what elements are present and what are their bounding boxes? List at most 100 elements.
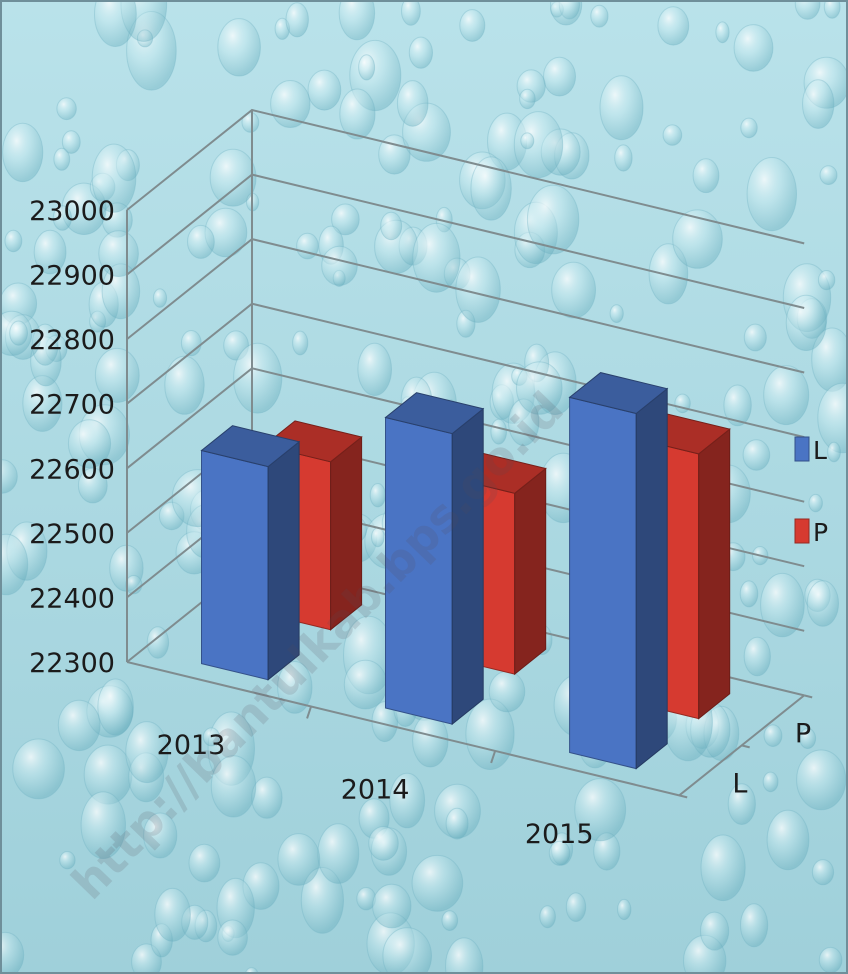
water-drop (408, 36, 433, 69)
y-tick-label: 22500 (29, 519, 115, 550)
water-drop (811, 859, 835, 886)
water-drop (762, 771, 779, 793)
water-drop (331, 203, 360, 236)
water-drop (67, 419, 112, 469)
depth-axis-ticks: LP (732, 718, 811, 799)
water-drop (77, 467, 108, 504)
legend-swatch (794, 518, 810, 544)
water-drop (700, 834, 746, 902)
water-drop (743, 636, 771, 677)
y-tick-label: 22300 (29, 648, 115, 679)
bar-front-face (201, 449, 269, 681)
water-drop (285, 2, 309, 38)
water-drop (91, 143, 137, 213)
water-drop (609, 304, 624, 324)
water-drop (551, 261, 596, 319)
water-drop (760, 572, 805, 638)
water-drop (488, 670, 526, 713)
water-drop (202, 727, 220, 747)
water-drop (396, 80, 429, 127)
x-tick-label: 2015 (525, 819, 594, 850)
water-drop (819, 165, 838, 186)
water-drop (802, 79, 835, 129)
water-drop (543, 56, 576, 97)
water-drop (321, 245, 358, 286)
bar-side-face (698, 428, 731, 720)
y-tick-label: 22700 (29, 390, 115, 421)
water-drop (251, 776, 283, 819)
water-drop (98, 230, 139, 278)
water-drop (52, 205, 73, 231)
water-drop (723, 384, 752, 427)
water-drop (210, 755, 257, 818)
bar-top-face (384, 392, 485, 435)
water-drop (799, 728, 817, 749)
water-drop (154, 887, 191, 942)
water-drop (2, 459, 18, 494)
water-drop (97, 678, 134, 736)
z-tick-label: P (795, 718, 811, 749)
y-tick-label: 23000 (29, 196, 115, 227)
water-drop (343, 659, 388, 710)
water-drop (380, 211, 403, 241)
water-drop (794, 2, 821, 20)
water-drop (455, 256, 501, 323)
water-drop (4, 229, 23, 253)
water-drop (411, 854, 464, 912)
water-drop (817, 382, 846, 454)
water-drop (188, 843, 221, 883)
water-drop (617, 898, 632, 921)
bar-L-2015 (568, 372, 669, 770)
x-tick-label: 2014 (341, 775, 410, 806)
water-drop (382, 927, 432, 972)
water-drop (187, 224, 215, 259)
water-drop (692, 158, 720, 194)
water-drop (513, 111, 564, 179)
water-drop (519, 88, 536, 110)
y-tick-label: 22900 (29, 261, 115, 292)
water-drop (459, 9, 486, 42)
water-drop (2, 931, 25, 972)
water-drop (338, 2, 376, 41)
water-drop (490, 418, 508, 445)
water-drop (796, 749, 846, 811)
water-drop (590, 4, 609, 28)
legend: LP (794, 436, 828, 547)
z-tick-mark (678, 794, 688, 799)
water-drop (763, 365, 810, 426)
water-drop (740, 117, 758, 139)
water-drop (657, 6, 690, 46)
y-axis-ticks: 22300 22400 22500 22600 22700 22800 22900 23000 (29, 196, 115, 679)
water-drop (56, 97, 77, 121)
water-drop (470, 156, 512, 221)
z-tick-mark (741, 744, 750, 749)
water-drop (727, 783, 756, 825)
water-drop (9, 320, 28, 346)
y-tick-label: 22600 (29, 454, 115, 485)
water-drop (548, 840, 571, 866)
bar-L-2014 (384, 392, 485, 726)
water-drop (412, 714, 449, 768)
water-drop (733, 24, 774, 72)
bar-top-face (200, 425, 301, 468)
water-drop (296, 232, 319, 260)
x-axis-ticks: 2013 2014 2015 (157, 730, 594, 850)
water-drop (763, 724, 783, 748)
water-drop (766, 809, 810, 871)
water-drop (339, 88, 376, 140)
water-drop (94, 2, 137, 47)
water-drop (2, 533, 29, 596)
water-drop (368, 826, 399, 861)
water-drop (358, 54, 376, 81)
water-drop (245, 967, 259, 972)
water-drop (80, 791, 127, 860)
z-tick-mark (803, 694, 813, 699)
water-drop (317, 823, 360, 884)
water-drop (599, 75, 644, 141)
water-drop (146, 626, 170, 659)
water-drop (233, 342, 283, 414)
legend-label: L (813, 436, 827, 465)
water-drop (57, 699, 101, 752)
water-drop (662, 124, 683, 146)
